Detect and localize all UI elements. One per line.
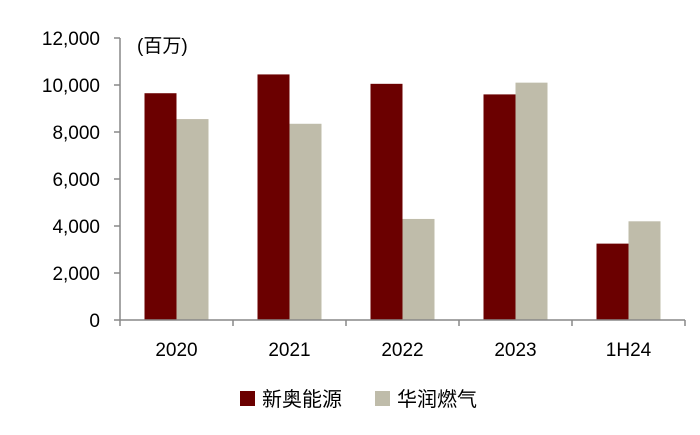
y-tick-label: 4,000 — [52, 217, 100, 238]
legend-label: 华润燃气 — [397, 388, 477, 411]
bar-series-2 — [515, 82, 548, 321]
y-ticks: 0 2,000 4,000 6,000 8,000 10,000 12,000 — [42, 29, 120, 332]
y-tick-label: 6,000 — [52, 170, 100, 191]
unit-label: (百万) — [137, 36, 188, 57]
bar-series-1 — [257, 74, 290, 320]
legend-swatch — [375, 391, 390, 406]
x-tick-label: 2022 — [381, 340, 423, 361]
bar-series-2 — [402, 218, 435, 320]
bar-series-1 — [483, 94, 516, 321]
x-tick-label: 1H24 — [606, 340, 652, 361]
y-tick-label: 12,000 — [42, 29, 100, 50]
bar-series-1 — [370, 83, 403, 320]
y-tick-label: 8,000 — [52, 123, 100, 144]
legend-swatch — [240, 391, 255, 406]
legend: 新奥能源 华润燃气 — [240, 388, 477, 411]
y-tick-label: 10,000 — [42, 76, 100, 97]
bars-layer — [144, 74, 661, 321]
legend-label: 新奥能源 — [262, 388, 342, 411]
bar-series-2 — [289, 123, 322, 321]
x-tick-label: 2020 — [155, 340, 197, 361]
y-tick-label: 2,000 — [52, 264, 100, 285]
x-ticks: 2020 2021 2022 2023 1H24 — [119, 320, 686, 361]
x-tick-label: 2023 — [494, 340, 536, 361]
bar-series-2 — [628, 221, 661, 320]
x-tick-label: 2021 — [268, 340, 310, 361]
bar-series-1 — [144, 93, 177, 320]
bar-series-2 — [176, 119, 209, 320]
bar-series-1 — [596, 243, 629, 320]
y-tick-label: 0 — [89, 311, 100, 332]
